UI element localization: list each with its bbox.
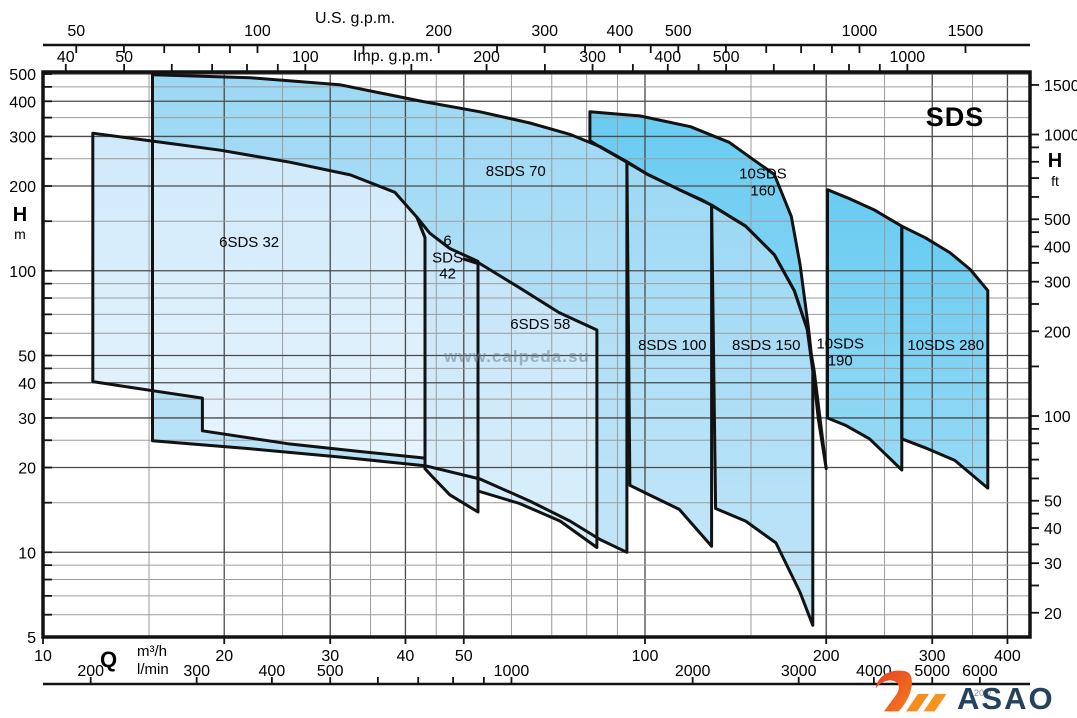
us-tick-label-1000: 1000 [842, 23, 878, 40]
region-outline-6sds32 [91, 131, 427, 460]
left-tick-label-300: 300 [9, 129, 36, 146]
left-tick-label-400: 400 [9, 94, 36, 111]
right-tick-label-20: 20 [1044, 606, 1062, 623]
flow-axis-unit-lmin: l/min [137, 661, 169, 678]
imp-tick-label-1000: 1000 [890, 49, 926, 66]
flow-axis-unit-m3h: m³/h [137, 643, 167, 660]
right-tick-label-100: 100 [1044, 409, 1071, 426]
region-fill-8sds100 [626, 161, 712, 547]
left-tick-label-100: 100 [9, 264, 36, 281]
lmin-tick-label-3000: 3000 [781, 663, 817, 680]
plot-border [41, 70, 1032, 639]
us-tick-label-500: 500 [665, 23, 692, 40]
m3h-tick-label-30: 30 [321, 648, 339, 665]
right-axis-unit: ft [1051, 173, 1059, 189]
us-tick-label-300: 300 [531, 23, 558, 40]
region-label-8sds70: 8SDS 70 [485, 162, 546, 180]
right-tick-label-1500: 1500 [1044, 78, 1077, 95]
asao-logo-icon [875, 670, 947, 712]
right-tick-label-500: 500 [1044, 212, 1071, 229]
region-outline-10sds280 [900, 224, 990, 490]
left-tick-label-40: 40 [18, 376, 36, 393]
imp-tick-label-40: 40 [57, 49, 75, 66]
left-tick-label-10: 10 [18, 545, 36, 562]
region-fill-6sds32 [92, 133, 426, 459]
m3h-tick-label-50: 50 [455, 648, 473, 665]
us-tick-label-200: 200 [425, 23, 452, 40]
lmin-tick-label-5000: 5000 [914, 663, 950, 680]
imp-tick-label-200: 200 [473, 49, 500, 66]
m3h-tick-label-400: 400 [994, 648, 1021, 665]
region-label-8sds100: 8SDS 100 [638, 336, 707, 354]
us-tick-label-400: 400 [607, 23, 634, 40]
region-label-10sds190: 10SDS 190 [816, 335, 864, 370]
lmin-tick-label-300: 300 [183, 663, 210, 680]
right-axis-title: H [1047, 150, 1063, 172]
imp-tick-label-400: 400 [654, 49, 681, 66]
region-label-6sds42: 6 SDS 42 [432, 232, 464, 283]
lmin-tick-label-4000: 4000 [856, 663, 892, 680]
region-label-6sds58: 6SDS 58 [510, 316, 571, 334]
m3h-tick-label-40: 40 [397, 648, 415, 665]
right-tick-label-30: 30 [1044, 556, 1062, 573]
region-outline-10sds190 [826, 188, 904, 472]
m3h-tick-label-300: 300 [919, 648, 946, 665]
m3h-tick-label-20: 20 [215, 648, 233, 665]
region-label-6sds32: 6SDS 32 [219, 233, 280, 251]
region-outline-8sds70 [151, 73, 629, 554]
us-tick-label-50: 50 [67, 23, 85, 40]
imp-tick-label-50: 50 [115, 49, 133, 66]
region-fill-8sds150 [711, 205, 813, 626]
left-tick-label-30: 30 [18, 411, 36, 428]
lmin-tick-label-2000: 2000 [675, 663, 711, 680]
left-tick-label-5: 5 [27, 630, 36, 647]
imp-tick-label-300: 300 [579, 49, 606, 66]
left-axis-unit: m [14, 226, 26, 242]
right-tick-label-200: 200 [1044, 324, 1071, 341]
region-fill-10sds190 [827, 189, 902, 470]
right-tick-label-50: 50 [1044, 494, 1062, 511]
left-axis-title: H [12, 204, 28, 226]
imp-tick-label-100: 100 [292, 49, 319, 66]
region-fill-10sds280 [901, 226, 988, 489]
region-outline-8sds150 [710, 203, 815, 627]
region-label-8sds150: 8SDS 150 [732, 336, 801, 354]
left-tick-label-50: 50 [18, 349, 36, 366]
right-tick-label-300: 300 [1044, 275, 1071, 292]
region-label-10sds160: 10SDS 160 [739, 165, 787, 199]
region-fill-6sds58 [463, 259, 597, 548]
chart-title: SDS [925, 102, 985, 132]
right-tick-label-1000: 1000 [1044, 128, 1077, 145]
watermark: www.calpeda.su [444, 347, 590, 366]
lmin-tick-label-400: 400 [259, 663, 286, 680]
imp-tick-label-500: 500 [713, 49, 740, 66]
asao-logo-text: ASAO [957, 681, 1055, 716]
lmin-tick-label-500: 500 [317, 663, 344, 680]
lmin-tick-label-1000: 1000 [494, 663, 530, 680]
lmin-tick-label-200: 200 [77, 663, 104, 680]
us-tick-label-1500: 1500 [948, 23, 984, 40]
region-label-10sds280: 10SDS 280 [907, 336, 985, 354]
us-gpm-axis-title: U.S. g.p.m. [314, 10, 396, 27]
m3h-tick-label-10: 10 [34, 648, 52, 665]
left-tick-label-20: 20 [18, 461, 36, 478]
left-tick-label-200: 200 [9, 179, 36, 196]
left-tick-label-500: 500 [9, 67, 36, 84]
lmin-tick-label-6000: 6000 [962, 663, 998, 680]
m3h-tick-label-200: 200 [813, 648, 840, 665]
document-code: 203/ [974, 688, 992, 698]
region-fill-10sds160 [589, 111, 827, 469]
imp-gpm-axis-title: Imp. g.p.m. [352, 48, 434, 65]
region-fill-6sds42 [416, 217, 478, 512]
right-tick-label-400: 400 [1044, 240, 1071, 257]
right-tick-label-40: 40 [1044, 521, 1062, 538]
us-tick-label-100: 100 [244, 23, 271, 40]
m3h-tick-label-100: 100 [632, 648, 659, 665]
region-outline-8sds100 [625, 160, 714, 548]
flow-axis-title: Q [100, 647, 118, 672]
